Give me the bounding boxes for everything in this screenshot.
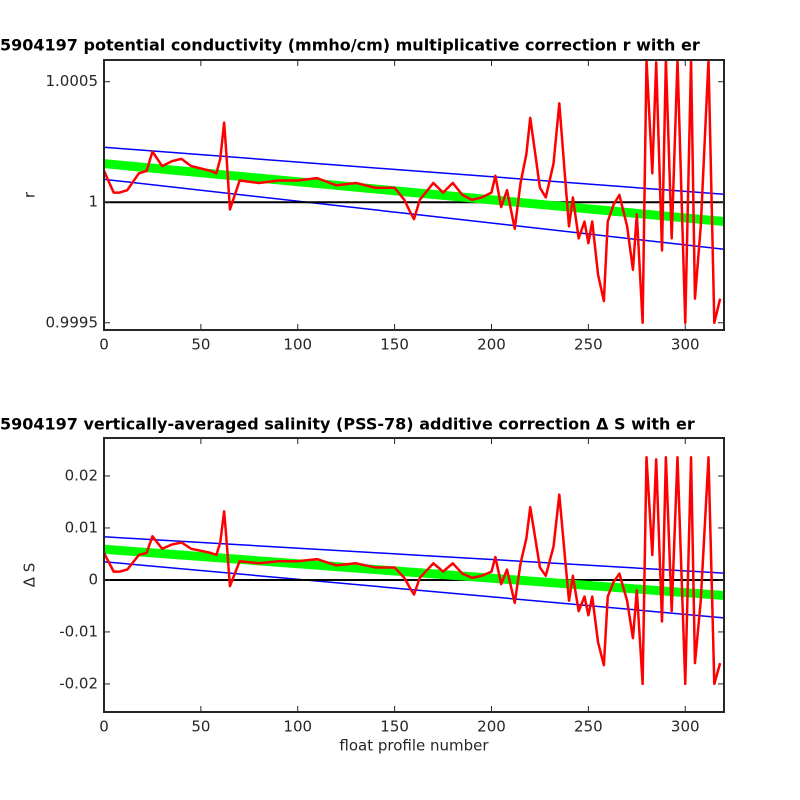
- x-tick-label: 200: [477, 336, 506, 354]
- series-line: [104, 544, 724, 601]
- y-tick-label: 0.9995: [46, 313, 99, 331]
- x-tick-label: 200: [477, 718, 506, 736]
- axes-box: [103, 437, 725, 713]
- y-axis-label: r: [21, 191, 39, 198]
- axes-box: [103, 59, 725, 331]
- chart-title: 5904197 potential conductivity (mmho/cm)…: [0, 36, 700, 55]
- x-tick-label: 300: [671, 718, 700, 736]
- chart-title: 5904197 vertically-averaged salinity (PS…: [0, 415, 695, 434]
- plot-area: [104, 60, 724, 325]
- plot-area: [104, 455, 724, 686]
- x-tick-label: 0: [99, 718, 109, 736]
- x-tick-label: 250: [574, 718, 603, 736]
- series-line: [104, 560, 724, 619]
- x-tick-label: 300: [671, 336, 700, 354]
- x-tick-label: 100: [283, 718, 312, 736]
- series-line: [104, 159, 724, 227]
- x-tick-label: 100: [283, 336, 312, 354]
- x-tick-label: 250: [574, 336, 603, 354]
- y-tick-label: 0.02: [65, 466, 98, 484]
- y-tick-label: 0.01: [65, 518, 98, 536]
- series-line: [104, 536, 724, 574]
- y-tick-label: 0: [88, 570, 98, 588]
- y-tick-label: 1: [88, 193, 98, 211]
- y-tick-label: 1.0005: [46, 72, 99, 90]
- x-tick-label: 0: [99, 336, 109, 354]
- x-tick-label: 50: [191, 718, 210, 736]
- x-tick-label: 150: [380, 718, 409, 736]
- y-tick-label: -0.02: [59, 674, 98, 692]
- series-line: [104, 178, 724, 250]
- x-tick-label: 150: [380, 336, 409, 354]
- series-line: [104, 455, 722, 686]
- series-line: [104, 146, 724, 196]
- x-tick-label: 50: [191, 336, 210, 354]
- y-tick-label: -0.01: [59, 622, 98, 640]
- series-line: [104, 60, 722, 325]
- y-axis-label: Δ S: [21, 563, 39, 588]
- x-axis-label: float profile number: [339, 737, 489, 755]
